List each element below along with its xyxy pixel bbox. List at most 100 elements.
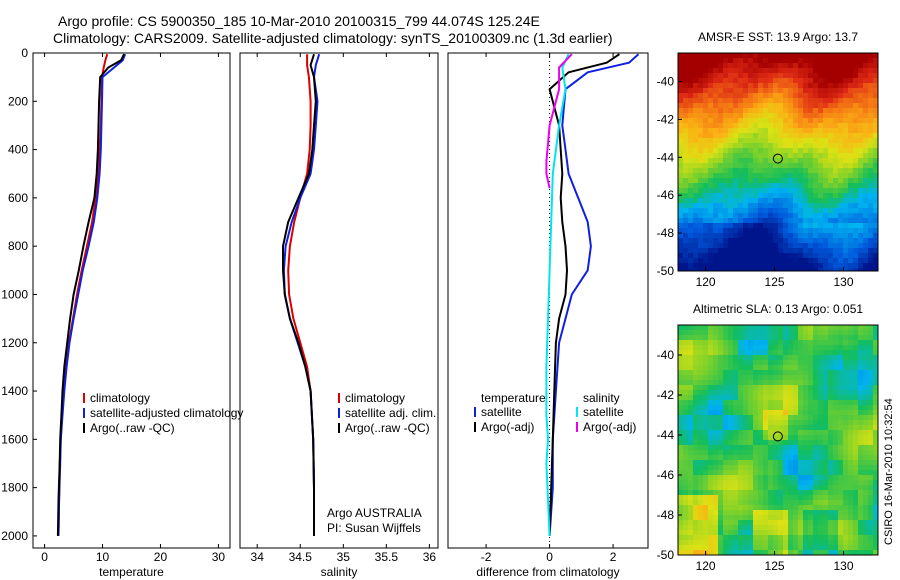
sst_map-cell — [788, 253, 794, 259]
sla_map-cell — [823, 325, 829, 331]
sst_map-cell — [708, 118, 714, 124]
sst_map-cell — [813, 78, 819, 84]
sla_map-cell — [788, 435, 794, 441]
sst_map-cell — [858, 118, 864, 124]
sst_map-cell — [853, 68, 859, 74]
sst_map-cell — [868, 88, 874, 94]
sst_map-cell — [803, 233, 809, 239]
sla_map-cell — [703, 425, 709, 431]
sla_map-cell — [778, 360, 784, 366]
sst_map-cell — [813, 63, 819, 69]
sst_map-cell — [683, 263, 689, 269]
sst_map-cell — [788, 103, 794, 109]
sla_map-cell — [783, 500, 789, 506]
sla_map-cell — [753, 395, 759, 401]
sla_map-cell — [848, 535, 854, 541]
sst_map-cell — [798, 268, 804, 271]
sst_map-cell — [793, 93, 799, 99]
sla_map-cell — [698, 475, 704, 481]
sst_map-cell — [723, 228, 729, 234]
sst_map-cell — [818, 178, 824, 184]
sst_map-cell — [743, 148, 749, 154]
sla_map-cell — [868, 405, 874, 411]
sla_map-cell — [778, 425, 784, 431]
sla_map-cell — [733, 525, 739, 531]
sst_map-cell — [778, 63, 784, 69]
sst_map-cell — [828, 183, 834, 189]
sst_map-cell — [823, 203, 829, 209]
sla_map-cell — [728, 330, 734, 336]
sla_map-cell — [838, 445, 844, 451]
sla_map-cell — [733, 495, 739, 501]
sst_map-cell — [798, 173, 804, 179]
sla_map-cell — [758, 410, 764, 416]
sla_map-cell — [848, 490, 854, 496]
sla_map-cell — [783, 370, 789, 376]
sla_map-cell — [823, 335, 829, 341]
sla_map-cell — [703, 385, 709, 391]
sst_map-cell — [743, 98, 749, 104]
sla_map-cell — [813, 370, 819, 376]
sla_map-cell — [738, 365, 744, 371]
sst_map-cell — [773, 118, 779, 124]
sst_map-cell — [743, 68, 749, 74]
sst_map-cell — [828, 143, 834, 149]
sla_map-cell — [803, 360, 809, 366]
sst_map-cell — [733, 178, 739, 184]
sst_map-cell — [718, 213, 724, 219]
sst_map-cell — [768, 163, 774, 169]
sst_map-cell — [803, 143, 809, 149]
sst_map-cell — [823, 248, 829, 254]
sst_map-cell — [838, 88, 844, 94]
sst_map-cell — [803, 108, 809, 114]
sst_map-cell — [733, 198, 739, 204]
sla_map-cell — [728, 385, 734, 391]
sst_map-cell — [748, 53, 754, 59]
sst_map-cell — [723, 128, 729, 134]
sla_map-cell — [818, 540, 824, 546]
sla_map-cell — [813, 490, 819, 496]
sla_map-cell — [718, 465, 724, 471]
temperature-series-0 — [57, 53, 109, 536]
sst_map-cell — [753, 113, 759, 119]
sst_map-cell — [818, 108, 824, 114]
sst_map-cell — [683, 153, 689, 159]
sst_map-cell — [803, 118, 809, 124]
sst_map-cell — [718, 53, 724, 59]
sst_map-cell — [843, 138, 849, 144]
sla_map-cell — [818, 515, 824, 521]
sst_map-cell — [788, 163, 794, 169]
sla_map-cell — [678, 390, 684, 396]
sla_map-cell — [773, 340, 779, 346]
sst_map-cell — [708, 68, 714, 74]
sla_map-cell — [683, 475, 689, 481]
sst_map-cell — [753, 98, 759, 104]
sla_map-cell — [728, 325, 734, 331]
sst_map-cell — [728, 108, 734, 114]
sla_map-cell — [723, 545, 729, 551]
temperature-xlabel: temperature — [99, 565, 164, 579]
sst_map-cell — [693, 263, 699, 269]
sla_map-cell — [778, 390, 784, 396]
sla_map-cell — [868, 530, 874, 536]
sst_map-cell — [743, 53, 749, 59]
sst_map-cell — [863, 228, 869, 234]
sst_map-cell — [743, 63, 749, 69]
sst_map-cell — [748, 268, 754, 271]
sla_map-cell — [713, 405, 719, 411]
sst_map-cell — [798, 138, 804, 144]
sla_map-cell — [863, 415, 869, 421]
sst_map-cell — [868, 118, 874, 124]
sla_map-cell — [683, 395, 689, 401]
sst_map-cell — [768, 53, 774, 59]
sst_map-cell — [748, 223, 754, 229]
sla_map-cell — [678, 460, 684, 466]
sla_map-cell — [693, 545, 699, 551]
sst_map-cell — [783, 113, 789, 119]
sst_map-cell — [848, 253, 854, 259]
sst_map-cell — [733, 123, 739, 129]
sst_map-cell — [823, 63, 829, 69]
sla_map-cell — [838, 385, 844, 391]
sst_map-cell — [768, 83, 774, 89]
sst_map-cell — [873, 203, 878, 209]
